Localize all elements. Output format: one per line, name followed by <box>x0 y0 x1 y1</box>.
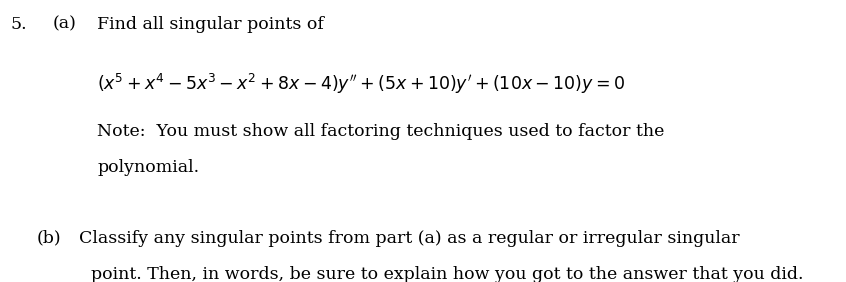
Text: polynomial.: polynomial. <box>97 159 200 176</box>
Text: (b): (b) <box>36 230 61 247</box>
Text: $(x^5 + x^4 - 5x^3 - x^2 + 8x - 4)y'' + (5x + 10)y' + (10x - 10)y = 0$: $(x^5 + x^4 - 5x^3 - x^2 + 8x - 4)y'' + … <box>97 72 625 96</box>
Text: point. Then, in words, be sure to explain how you got to the answer that you did: point. Then, in words, be sure to explai… <box>91 266 804 282</box>
Text: Note:  You must show all factoring techniques used to factor the: Note: You must show all factoring techni… <box>97 123 665 140</box>
Text: Classify any singular points from part (a) as a regular or irregular singular: Classify any singular points from part (… <box>79 230 739 247</box>
Text: Find all singular points of: Find all singular points of <box>97 16 324 32</box>
Text: 5.: 5. <box>10 16 27 32</box>
Text: (a): (a) <box>52 16 76 32</box>
